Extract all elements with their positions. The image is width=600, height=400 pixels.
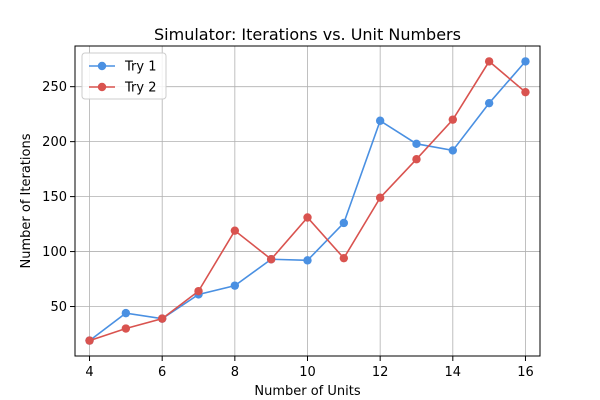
y-axis-label: Number of Iterations — [19, 133, 34, 268]
data-point-try-2 — [303, 213, 312, 222]
data-point-try-1 — [448, 146, 458, 155]
plot-frame — [74, 45, 541, 357]
legend-marker — [97, 82, 107, 92]
legend-item-try-2: Try 2 — [89, 81, 156, 96]
data-point-try-1 — [412, 139, 421, 149]
x-tick-label: 4 — [85, 365, 93, 380]
grid — [75, 46, 540, 356]
y-tick-label: 250 — [42, 80, 67, 95]
data-point-try-1 — [121, 308, 131, 318]
legend-marker — [97, 61, 107, 71]
y-tick-label: 50 — [50, 300, 67, 315]
y-tick-label: 200 — [42, 135, 67, 150]
data-point-try-2 — [157, 314, 167, 323]
data-point-try-2 — [85, 336, 94, 345]
data-point-try-2 — [412, 155, 421, 164]
data-point-try-2 — [339, 253, 349, 263]
x-tick-label: 14 — [445, 365, 462, 380]
data-point-try-2 — [266, 255, 276, 264]
data-point-try-1 — [303, 256, 312, 265]
data-point-try-2 — [121, 324, 131, 333]
data-point-try-1 — [375, 116, 385, 125]
data-point-try-2 — [448, 115, 458, 124]
data-point-try-2 — [484, 57, 494, 66]
series-try-2 — [85, 57, 530, 345]
chart-title: Simulator: Iterations vs. Unit Numbers — [154, 25, 461, 44]
data-point-try-2 — [194, 286, 203, 296]
x-tick-label: 6 — [158, 365, 166, 380]
x-axis-label: Number of Units — [254, 384, 360, 399]
y-tick-label: 150 — [42, 190, 67, 205]
data-point-try-1 — [339, 218, 349, 228]
data-point-try-2 — [521, 87, 530, 97]
x-tick-label: 16 — [517, 365, 534, 380]
y-tick-label: 100 — [42, 245, 67, 260]
data-point-try-2 — [375, 193, 385, 202]
legend-item-try-1: Try 1 — [89, 60, 156, 75]
legend-label: Try 1 — [124, 60, 156, 75]
legend-label: Try 2 — [124, 81, 156, 96]
data-point-try-1 — [484, 98, 494, 108]
data-point-try-1 — [230, 281, 240, 290]
legend: Try 1 Try 2 — [81, 52, 167, 100]
axes: 4 6 8 10 12 14 16 50 100 150 200 250 — [42, 80, 534, 380]
series-layer — [85, 57, 530, 345]
data-point-try-1 — [521, 57, 530, 66]
data-point-try-2 — [230, 226, 240, 235]
x-tick-label: 12 — [372, 365, 389, 380]
x-tick-label: 8 — [231, 365, 239, 380]
x-tick-label: 10 — [299, 365, 316, 380]
